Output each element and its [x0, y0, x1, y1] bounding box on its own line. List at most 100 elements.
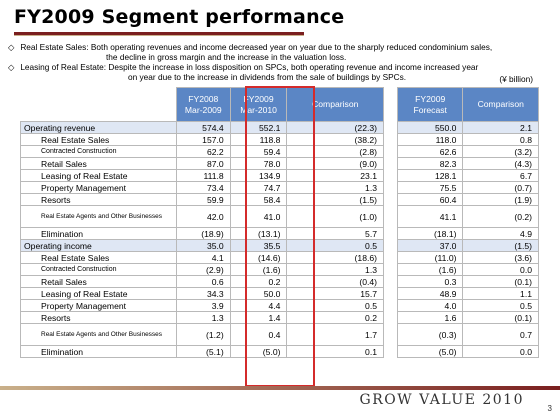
- cell-fy2009: 118.8: [229, 133, 288, 146]
- header-fy2009: FY2009 Mar-2010: [229, 87, 288, 122]
- cell-fy2008: 59.9: [175, 193, 231, 206]
- cell-fy2009: 552.1: [229, 121, 288, 134]
- cell-fy2009: 78.0: [229, 157, 288, 170]
- cell-cmp2: (3.6): [462, 251, 539, 264]
- cell-fy2009: (5.0): [229, 345, 288, 358]
- cell-cmp: 0.2: [286, 311, 384, 324]
- cell-cmp: (1.0): [286, 205, 384, 228]
- cell-cmp2: (1.5): [462, 239, 539, 252]
- cell-cmp2: (4.3): [462, 157, 539, 170]
- cell-fy2008: (18.9): [175, 227, 231, 240]
- forecast-table: FY2009 Forecast Comparison 550.0 2.1 118.0…: [396, 87, 539, 358]
- forecast-row: 60.4 (1.9): [396, 193, 539, 206]
- cell-fy2009: 59.4: [229, 145, 288, 158]
- cell-forecast: 62.6: [396, 145, 464, 158]
- forecast-row: 128.1 6.7: [396, 169, 539, 182]
- cell-cmp: (18.6): [286, 251, 384, 264]
- row-label: Real Estate Sales: [20, 133, 177, 146]
- cell-forecast: (18.1): [396, 227, 464, 240]
- header-forecast: FY2009 Forecast: [396, 87, 464, 122]
- table-row: Contracted Construction 62.2 59.4 (2.8): [20, 145, 384, 158]
- cell-cmp2: (0.2): [462, 205, 539, 228]
- cell-forecast: (11.0): [396, 251, 464, 264]
- cell-forecast: 48.9: [396, 287, 464, 300]
- cell-cmp2: (0.7): [462, 181, 539, 194]
- forecast-row: 75.5 (0.7): [396, 181, 539, 194]
- forecast-row: 1.6 (0.1): [396, 311, 539, 324]
- row-label: Contracted Construction: [20, 145, 177, 158]
- table-row: Property Management 3.9 4.4 0.5: [20, 299, 384, 312]
- cell-forecast: 41.1: [396, 205, 464, 228]
- cell-cmp2: 0.5: [462, 299, 539, 312]
- table-row: Resorts 59.9 58.4 (1.5): [20, 193, 384, 206]
- cell-cmp: 0.5: [286, 239, 384, 252]
- cell-cmp2: 0.0: [462, 345, 539, 358]
- forecast-row: 550.0 2.1: [396, 121, 539, 134]
- header-blank: [20, 87, 177, 122]
- cell-cmp: (0.4): [286, 275, 384, 288]
- table-row: Retail Sales 87.0 78.0 (9.0): [20, 157, 384, 170]
- cell-forecast: (0.3): [396, 323, 464, 346]
- cell-cmp2: 2.1: [462, 121, 539, 134]
- note-real-estate-sales: ◇ Real Estate Sales: Both operating reve…: [8, 42, 492, 52]
- page-title: FY2009 Segment performance: [14, 6, 345, 28]
- cell-forecast: 37.0: [396, 239, 464, 252]
- cell-cmp2: (0.1): [462, 275, 539, 288]
- cell-fy2008: (1.2): [175, 323, 231, 346]
- table-row: Operating income 35.0 35.5 0.5: [20, 239, 384, 252]
- cell-fy2008: 157.0: [175, 133, 231, 146]
- cell-forecast: 118.0: [396, 133, 464, 146]
- page-number: 3: [547, 404, 552, 413]
- cell-fy2009: 35.5: [229, 239, 288, 252]
- cell-forecast: 60.4: [396, 193, 464, 206]
- cell-cmp2: 1.1: [462, 287, 539, 300]
- cell-cmp: (1.5): [286, 193, 384, 206]
- row-label: Retail Sales: [20, 275, 177, 288]
- cell-cmp: 1.3: [286, 263, 384, 276]
- row-label: Real Estate Sales: [20, 251, 177, 264]
- cell-fy2009: 58.4: [229, 193, 288, 206]
- table-row: Contracted Construction (2.9) (1.6) 1.3: [20, 263, 384, 276]
- row-label: Property Management: [20, 299, 177, 312]
- row-label: Resorts: [20, 311, 177, 324]
- cell-forecast: 550.0: [396, 121, 464, 134]
- row-label: Real Estate Agents and Other Businesses: [20, 323, 177, 346]
- row-label: Elimination: [20, 345, 177, 358]
- cell-cmp2: (0.1): [462, 311, 539, 324]
- cell-fy2009: 0.2: [229, 275, 288, 288]
- table-row: Real Estate Agents and Other Businesses 4…: [20, 205, 384, 228]
- cell-fy2009: 4.4: [229, 299, 288, 312]
- row-label: Retail Sales: [20, 157, 177, 170]
- header-comparison: Comparison: [286, 87, 384, 122]
- table-row: Elimination (5.1) (5.0) 0.1: [20, 345, 384, 358]
- cell-forecast: 1.6: [396, 311, 464, 324]
- cell-fy2009: (13.1): [229, 227, 288, 240]
- note-real-estate-sales-cont: the decline in gross margin and the incr…: [106, 52, 347, 62]
- row-label: Leasing of Real Estate: [20, 169, 177, 182]
- table-row: Retail Sales 0.6 0.2 (0.4): [20, 275, 384, 288]
- table-row: Property Management 73.4 74.7 1.3: [20, 181, 384, 194]
- forecast-row: 82.3 (4.3): [396, 157, 539, 170]
- table-row: Leasing of Real Estate 111.8 134.9 23.1: [20, 169, 384, 182]
- cell-cmp2: 4.9: [462, 227, 539, 240]
- row-label: Contracted Construction: [20, 263, 177, 276]
- table-row: Elimination (18.9) (13.1) 5.7: [20, 227, 384, 240]
- header-forecast-text: FY2009 Forecast: [413, 93, 447, 115]
- cell-fy2008: 34.3: [175, 287, 231, 300]
- row-label: Leasing of Real Estate: [20, 287, 177, 300]
- cell-fy2009: (1.6): [229, 263, 288, 276]
- unit-label: (¥ billion): [499, 74, 533, 84]
- cell-cmp: 0.5: [286, 299, 384, 312]
- cell-fy2009: 0.4: [229, 323, 288, 346]
- header-comparison-forecast: Comparison: [462, 87, 539, 122]
- row-label: Resorts: [20, 193, 177, 206]
- table-row: Operating revenue 574.4 552.1 (22.3): [20, 121, 384, 134]
- forecast-row: (11.0) (3.6): [396, 251, 539, 264]
- cell-forecast: (1.6): [396, 263, 464, 276]
- cell-fy2008: 42.0: [175, 205, 231, 228]
- header-fy2008: FY2008 Mar-2009: [175, 87, 231, 122]
- cell-fy2008: 111.8: [175, 169, 231, 182]
- segment-table: FY2008 Mar-2009 FY2009 Mar-2010 Comparis…: [20, 87, 384, 358]
- cell-fy2008: 0.6: [175, 275, 231, 288]
- cell-cmp: (2.8): [286, 145, 384, 158]
